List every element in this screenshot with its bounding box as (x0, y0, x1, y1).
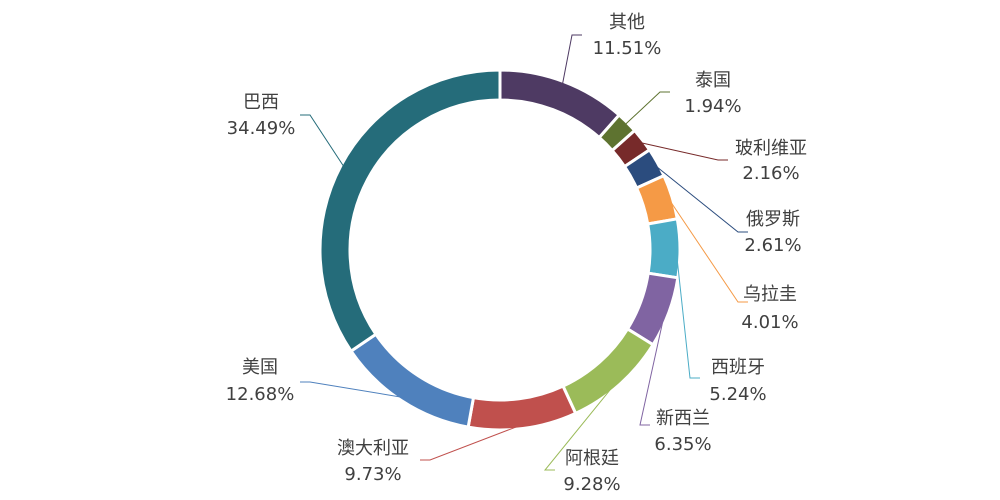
slice-value-label: 4.01% (741, 312, 798, 333)
slice-value-label: 9.28% (563, 474, 620, 495)
slice-value-label: 6.35% (654, 434, 711, 455)
slice-value-label: 11.51% (593, 38, 662, 59)
leader-lines (300, 34, 748, 471)
slice-labels: 其他 11.51% 泰国 1.94% 玻利维亚 2.16% 俄罗斯 2.61% 乌拉圭 4.01%… (226, 12, 807, 495)
leader-line (300, 381, 405, 399)
leader-line (300, 114, 345, 168)
slice-value-label: 1.94% (684, 96, 741, 117)
donut-slice (645, 217, 682, 280)
slice-name-label: 玻利维亚 (735, 138, 807, 159)
slice-name-label: 泰国 (695, 70, 731, 91)
slice-name-label: 新西兰 (656, 408, 710, 429)
slice-value-label: 5.24% (709, 384, 766, 405)
leader-line (543, 381, 618, 471)
donut-slice (498, 68, 622, 140)
slice-name-label: 乌拉圭 (743, 284, 797, 305)
leader-line (623, 91, 670, 126)
slice-value-label: 12.68% (226, 384, 295, 405)
donut-slices (318, 68, 682, 432)
donut-slice (318, 68, 502, 354)
leader-line (675, 248, 700, 379)
donut-slice (348, 332, 476, 429)
leader-line (639, 141, 728, 161)
slice-value-label: 2.16% (742, 163, 799, 184)
slice-name-label: 美国 (242, 357, 278, 378)
leader-line (420, 424, 523, 461)
slice-value-label: 9.73% (344, 464, 401, 485)
leader-line (667, 197, 748, 303)
slice-value-label: 2.61% (744, 235, 801, 256)
slice-name-label: 阿根廷 (565, 448, 619, 469)
leader-line (639, 311, 666, 426)
slice-name-label: 西班牙 (711, 357, 765, 378)
slice-value-label: 34.49% (227, 118, 296, 139)
donut-slice (561, 326, 656, 416)
donut-slice (466, 384, 578, 432)
slice-name-label: 澳大利亚 (337, 438, 409, 459)
slice-name-label: 巴西 (243, 92, 279, 113)
leader-line (561, 34, 582, 86)
leader-line (653, 163, 748, 233)
slice-name-label: 其他 (609, 12, 645, 33)
slice-name-label: 俄罗斯 (746, 209, 800, 230)
